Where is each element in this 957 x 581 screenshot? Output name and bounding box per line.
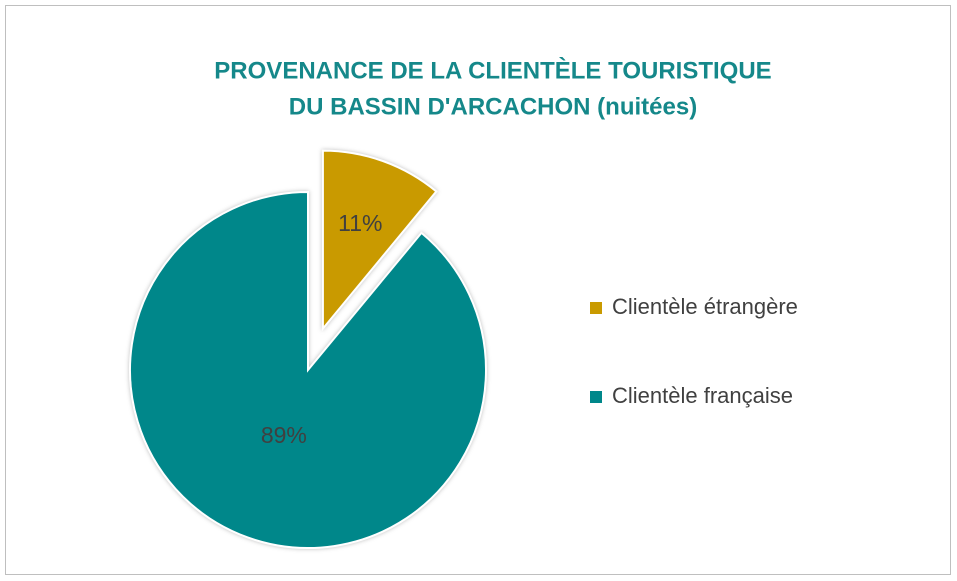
legend-label: Clientèle étrangère (612, 294, 798, 319)
data-label: 11% (338, 210, 382, 236)
chart-title: DU BASSIN D'ARCACHON (nuitées) (289, 93, 697, 120)
legend-swatch (590, 302, 602, 314)
pie-slice (321, 149, 438, 332)
pie-slice (129, 190, 487, 549)
legend-label: Clientèle française (612, 383, 793, 408)
data-label: 89% (261, 422, 307, 448)
chart-title: PROVENANCE DE LA CLIENTÈLE TOURISTIQUE (214, 56, 771, 84)
legend-swatch (590, 391, 602, 403)
chart-border (5, 5, 951, 575)
